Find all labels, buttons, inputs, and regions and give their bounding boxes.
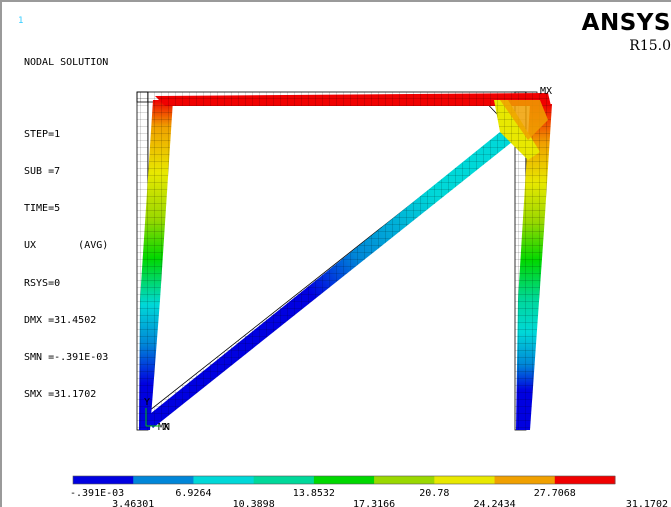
legend-swatch-6: [374, 476, 435, 484]
legend-swatch-1: [73, 476, 134, 484]
legend-label-upper-5: 27.7068: [534, 488, 576, 499]
knee-joint-mesh: [494, 100, 540, 160]
window-number: 1: [18, 16, 24, 26]
legend-label-upper-4: 20.78: [419, 488, 449, 499]
legend-swatch-2: [133, 476, 194, 484]
axis-y-label: Y: [144, 397, 150, 408]
info-smn: SMN =-.391E-03: [24, 352, 109, 364]
ansys-logo: ANSYS: [581, 10, 671, 36]
legend-outline: [72, 475, 616, 485]
info-time: TIME=5: [24, 203, 61, 215]
axis-x-label: X: [163, 422, 169, 433]
deformed-contour-shape[interactable]: [139, 93, 552, 430]
legend-swatch-9: [554, 476, 616, 484]
legend-label-lower-1: 3.46301: [112, 499, 154, 507]
solution-info-block: NODAL SOLUTION STEP=1 SUB =7 TIME=5 UX (…: [24, 32, 108, 426]
info-smx: SMX =31.1702: [24, 389, 97, 401]
right-column-mesh: [516, 104, 552, 430]
info-solution-type: NODAL SOLUTION: [24, 56, 109, 68]
viewport-frame-top: [0, 0, 671, 2]
legend-swatch-5: [313, 476, 375, 484]
legend-label-lower-3: 17.3166: [353, 499, 395, 507]
left-column-mesh: [139, 100, 173, 430]
viewport-frame-left: [0, 0, 2, 507]
legend-label-lower-5: 31.1702: [626, 499, 668, 507]
top-beam-mesh: [155, 93, 551, 106]
axis-triad: Y X: [144, 397, 169, 433]
legend-label-upper-2: 6.9264: [175, 488, 211, 499]
legend-swatch-4: [253, 476, 315, 484]
min-marker: MN: [158, 422, 170, 433]
legend-label-lower-2: 10.3898: [233, 499, 275, 507]
legend-label-upper-1: -.391E-03: [70, 488, 124, 499]
max-marker: MX: [540, 86, 552, 97]
legend-label-upper-3: 13.8532: [293, 488, 335, 499]
brace-mesh: [145, 132, 512, 428]
release-label: R15.0: [629, 38, 671, 54]
contour-legend-bar: [72, 475, 616, 485]
info-step: STEP=1: [24, 128, 61, 140]
legend-label-lower-4: 24.2434: [473, 499, 515, 507]
legend-swatch-7: [434, 476, 496, 484]
info-substep: SUB =7: [24, 166, 61, 178]
info-dmx: DMX =31.4502: [24, 314, 97, 326]
legend-swatch-8: [494, 476, 556, 484]
contour-legend-labels: -.391E-03 6.9264 13.8532 20.78 27.7068 3.4630…: [70, 488, 668, 507]
info-result-item: UX (AVG): [24, 240, 109, 252]
info-rsys: RSYS=0: [24, 277, 61, 289]
knee-joint-hotspot: [500, 100, 548, 140]
legend-swatch-3: [193, 476, 255, 484]
